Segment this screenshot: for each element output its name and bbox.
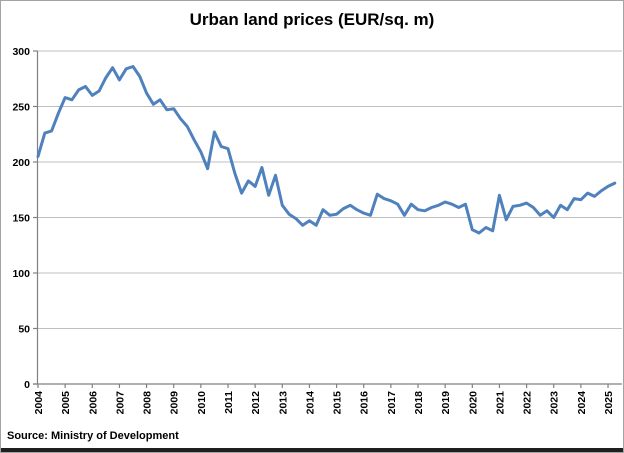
y-axis-label: 200 xyxy=(12,157,30,169)
x-axis-label: 2016 xyxy=(359,391,371,415)
x-axis-label: 2010 xyxy=(196,391,208,415)
x-axis-label: 2022 xyxy=(522,391,534,415)
x-axis-label: 2012 xyxy=(250,391,262,415)
bottom-edge-divider xyxy=(1,448,623,452)
x-axis-label: 2005 xyxy=(60,391,72,415)
chart-title: Urban land prices (EUR/sq. m) xyxy=(189,10,435,29)
x-axis-label: 2008 xyxy=(142,391,154,415)
y-axis-label: 100 xyxy=(12,268,30,280)
x-axis-label: 2023 xyxy=(549,391,561,415)
x-axis-label: 2018 xyxy=(413,391,425,415)
price-series-line xyxy=(36,65,617,235)
y-axis-label: 300 xyxy=(12,46,30,58)
x-axis-label: 2015 xyxy=(332,391,344,415)
y-axis-label: 0 xyxy=(24,379,30,391)
x-axis-label: 2021 xyxy=(494,391,506,415)
x-axis-label: 2014 xyxy=(304,391,316,415)
x-axis-label: 2006 xyxy=(87,391,99,415)
source-note: Source: Ministry of Development xyxy=(7,430,179,442)
y-axis-label: 50 xyxy=(18,324,30,336)
x-axis-label: 2017 xyxy=(386,391,398,415)
x-axis-label: 2004 xyxy=(33,391,45,415)
x-axis-label: 2013 xyxy=(277,391,289,415)
x-axis-label: 2009 xyxy=(169,391,181,415)
x-axis-label: 2020 xyxy=(467,391,479,415)
y-axis-label: 150 xyxy=(12,213,30,225)
y-axis-label: 250 xyxy=(12,102,30,114)
x-axis-label: 2025 xyxy=(603,391,615,415)
x-axis-label: 2024 xyxy=(576,391,588,415)
x-axis-label: 2011 xyxy=(223,391,235,414)
x-axis-label: 2019 xyxy=(440,391,452,415)
x-axis-label: 2007 xyxy=(114,391,126,415)
